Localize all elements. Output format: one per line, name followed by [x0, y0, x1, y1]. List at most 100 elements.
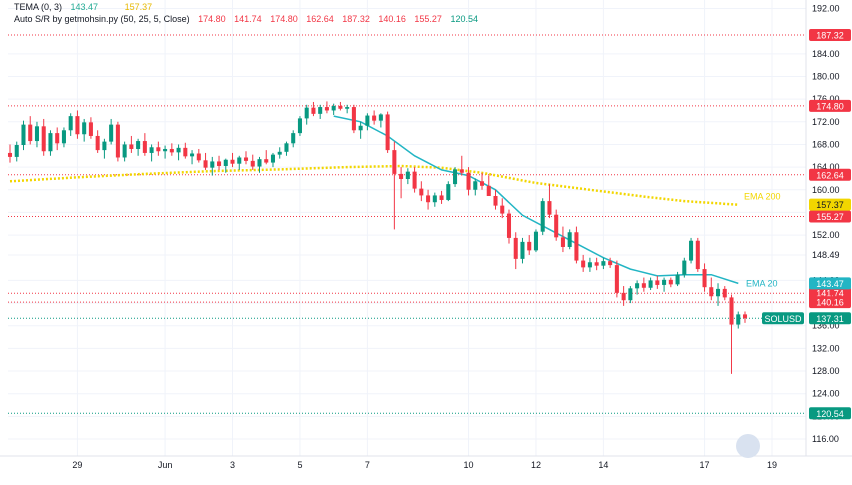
candle-body — [682, 260, 687, 275]
candle-body — [527, 241, 532, 251]
candle-body — [82, 122, 87, 135]
candle-body — [318, 107, 323, 114]
candle-body — [122, 144, 127, 158]
candle-body — [34, 126, 39, 142]
tradingview-logo-icon — [736, 434, 760, 458]
sr-value-2: 141.74 — [234, 14, 262, 24]
time-tick-label: 19 — [767, 460, 777, 470]
last-price-tag-bg — [809, 312, 851, 325]
sr-price-tag: 120.54 — [816, 409, 844, 419]
time-tick-label: 17 — [700, 460, 710, 470]
candle-body — [736, 314, 741, 325]
candle-body — [14, 145, 19, 157]
candle-body — [324, 107, 329, 111]
sr-price-tag-bg — [809, 99, 851, 112]
sr-price-tag-bg — [809, 296, 851, 309]
candle-body — [641, 283, 646, 288]
candle-body — [493, 195, 498, 206]
time-tick-label: 7 — [365, 460, 370, 470]
tema-value-1: 143.47 — [70, 2, 99, 12]
ema20-price-tag-bg — [809, 277, 851, 290]
candle-body — [689, 240, 694, 261]
time-tick-label: 5 — [297, 460, 302, 470]
candle-body — [291, 133, 296, 144]
price-tick-label: 192.00 — [812, 3, 840, 13]
ema200-path — [9, 164, 739, 206]
price-axis[interactable]: 192.00 184.00 180.00 176.00 172.00 168.00 164.… — [805, 0, 840, 456]
time-tick-label: Jun — [158, 460, 173, 470]
candle-body — [358, 125, 363, 131]
sr-price-tag: 155.27 — [816, 212, 844, 222]
candle-body — [109, 124, 114, 142]
sr-price-tag: 187.32 — [816, 31, 844, 41]
price-tick-label: 160.00 — [812, 185, 840, 195]
sr-value-6: 140.16 — [378, 14, 406, 24]
sr-price-tag-bg — [809, 168, 851, 181]
candle-body — [594, 262, 599, 266]
candle-body — [136, 141, 141, 149]
candle-body — [439, 195, 444, 200]
candle-body — [351, 107, 356, 131]
candle-body — [345, 107, 350, 109]
price-tick-label: 168.00 — [812, 139, 840, 149]
candle-body — [574, 232, 579, 261]
candle-body — [190, 153, 195, 157]
candle-body — [21, 124, 26, 146]
candle-body — [560, 237, 565, 247]
candle-body — [88, 122, 93, 136]
candle-body — [547, 201, 552, 215]
candle-body — [304, 107, 309, 119]
candle-body — [608, 261, 613, 266]
sr-value-8: 120.54 — [450, 14, 478, 24]
candle-body — [742, 314, 748, 319]
candle-body — [156, 147, 161, 152]
candle-body — [250, 160, 255, 167]
candle-body — [412, 171, 417, 189]
ema200-label: EMA 200 — [744, 192, 781, 202]
price-tick-label: 180.00 — [812, 71, 840, 81]
sr-value-5: 187.32 — [342, 14, 370, 24]
candle-body — [277, 151, 282, 155]
candle-body — [41, 126, 46, 152]
candle-body — [399, 173, 404, 180]
time-tick-label: 12 — [531, 460, 541, 470]
ema20-price-tag: 143.47 — [816, 279, 844, 289]
last-price-tag: 137.31 — [816, 314, 844, 324]
candle-body — [581, 260, 586, 268]
price-tick-label: 136.00 — [812, 321, 840, 331]
ema20-label: EMA 20 — [746, 278, 778, 288]
candle-body — [426, 195, 431, 203]
candle-body — [55, 133, 60, 144]
time-axis[interactable]: 29 Jun 3 5 7 10 12 14 17 19 — [0, 455, 852, 470]
candle-body — [473, 181, 478, 190]
candle-body — [48, 133, 53, 152]
price-tick-label: 176.00 — [812, 94, 840, 104]
candle-body — [716, 288, 721, 297]
price-tick-label: 116.00 — [812, 434, 839, 444]
time-tick-label: 3 — [230, 460, 235, 470]
candle-body — [648, 280, 653, 288]
price-tick-label: 124.00 — [812, 389, 840, 399]
candle-body — [223, 159, 228, 166]
candle-body — [446, 184, 451, 200]
candle-body — [540, 201, 545, 232]
tema-legend[interactable]: TEMA (0, 3) 143.47 157.37 — [14, 2, 158, 12]
candle-body — [61, 130, 66, 144]
candle-body — [102, 141, 107, 151]
candle-body — [183, 147, 188, 157]
price-tick-label: 128.00 — [812, 366, 840, 376]
time-tick-label: 29 — [72, 460, 82, 470]
tema-value-2: 157.37 — [124, 2, 153, 12]
candle-body — [453, 169, 458, 185]
candle-body — [297, 118, 302, 134]
candle-body — [149, 147, 154, 153]
candle-body — [68, 116, 73, 131]
time-tick-label: 10 — [464, 460, 474, 470]
price-tick-label: 164.00 — [812, 162, 840, 172]
candle-body — [621, 292, 626, 301]
sr-legend[interactable]: Auto S/R by getmohsin.py (50, 25, 5, Clo… — [14, 14, 484, 24]
sr-label: Auto S/R by getmohsin.py (50, 25, 5, Clo… — [14, 14, 190, 24]
candle-body — [311, 107, 316, 114]
